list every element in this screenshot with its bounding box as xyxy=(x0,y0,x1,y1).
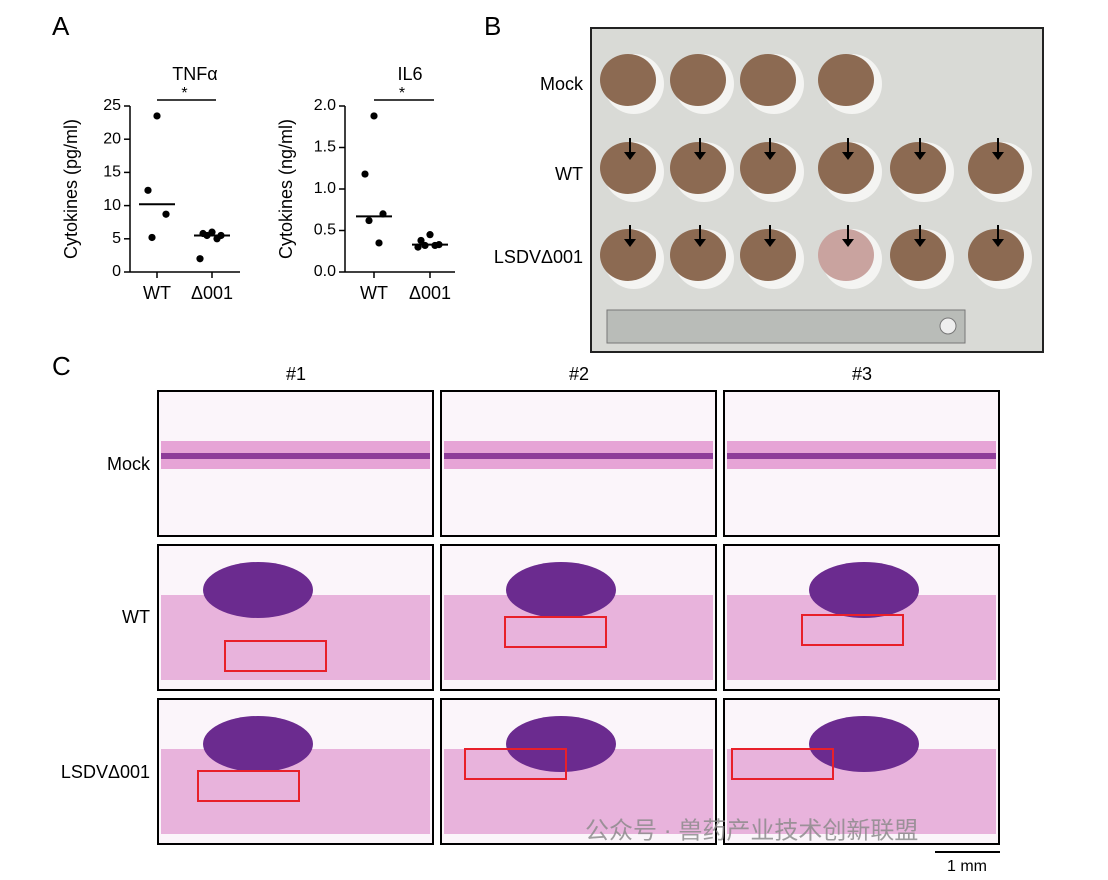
row-label: Mock xyxy=(107,454,151,474)
data-point xyxy=(361,170,369,178)
data-point xyxy=(153,112,161,120)
roi-box xyxy=(197,770,300,802)
x-tick-label: Δ001 xyxy=(191,283,233,303)
arrow-head xyxy=(694,239,706,247)
tissue-sample xyxy=(890,142,946,194)
scale-bar-label: 1 mm xyxy=(947,858,987,875)
data-point xyxy=(144,186,152,194)
row-label: LSDVΔ001 xyxy=(494,247,583,267)
row-label: Mock xyxy=(540,74,584,94)
data-point xyxy=(213,235,221,243)
photo xyxy=(590,27,1044,353)
arrow-head xyxy=(842,152,854,160)
tissue-sample xyxy=(670,229,726,281)
y-tick-label: 0.5 xyxy=(314,222,336,239)
arrow-head xyxy=(914,239,926,247)
y-tick-label: 0 xyxy=(112,263,121,280)
arrow-head xyxy=(992,152,1004,160)
tissue-layer xyxy=(444,453,713,459)
watermark: 公众号 · 兽药产业技术创新联盟 xyxy=(585,817,918,844)
chart-title: IL6 xyxy=(397,64,422,84)
significance-label: * xyxy=(181,85,187,102)
y-tick-label: 15 xyxy=(103,164,121,181)
chart-title: TNFα xyxy=(172,64,217,84)
y-axis-label: Cytokines (pg/ml) xyxy=(61,119,81,259)
arrow-head xyxy=(914,152,926,160)
x-tick-label: WT xyxy=(143,283,171,303)
tissue-sample xyxy=(670,142,726,194)
arrow-head xyxy=(842,239,854,247)
lesion xyxy=(506,562,616,618)
arrow-head xyxy=(624,152,636,160)
row-label: WT xyxy=(122,607,150,627)
tissue-sample xyxy=(818,54,874,106)
significance-label: * xyxy=(399,85,405,102)
y-tick-label: 1.5 xyxy=(314,139,336,156)
x-tick-label: Δ001 xyxy=(409,283,451,303)
data-point xyxy=(148,233,156,242)
roi-box xyxy=(504,616,607,648)
data-point xyxy=(162,210,170,218)
row-label: WT xyxy=(555,164,583,184)
roi-box xyxy=(224,640,327,672)
lesion xyxy=(506,716,616,772)
arrow-head xyxy=(992,239,1004,247)
tissue-sample xyxy=(968,142,1024,194)
tissue-sample xyxy=(600,142,656,194)
data-point xyxy=(365,216,373,225)
data-point xyxy=(196,255,204,263)
lesion xyxy=(203,562,313,618)
arrow-head xyxy=(694,152,706,160)
arrow-head xyxy=(764,152,776,160)
y-tick-label: 10 xyxy=(103,197,121,214)
arrow-head xyxy=(624,239,636,247)
tissue-sample xyxy=(740,229,796,281)
y-tick-label: 0.0 xyxy=(314,263,336,280)
x-tick-label: WT xyxy=(360,283,388,303)
roi-box xyxy=(464,748,567,780)
tissue-layer xyxy=(727,453,996,459)
column-label: #2 xyxy=(569,364,589,384)
histology-grid xyxy=(157,390,1000,845)
panel-label: A xyxy=(52,11,70,41)
y-axis-label: Cytokines (ng/ml) xyxy=(276,119,296,259)
column-label: #3 xyxy=(852,364,872,384)
tissue-sample xyxy=(600,54,656,106)
lesion xyxy=(809,562,919,618)
tissue-sample xyxy=(740,54,796,106)
arrow-head xyxy=(764,239,776,247)
y-tick-label: 2.0 xyxy=(314,97,336,114)
y-tick-label: 5 xyxy=(112,230,121,247)
roi-box xyxy=(801,614,904,646)
tissue-sample xyxy=(968,229,1024,281)
panel-label: C xyxy=(52,351,71,381)
panel-label: B xyxy=(484,11,501,41)
tissue-sample xyxy=(818,229,874,281)
y-tick-label: 25 xyxy=(103,97,121,114)
tissue-layer xyxy=(161,453,430,459)
tissue-sample xyxy=(740,142,796,194)
y-tick-label: 20 xyxy=(103,130,121,147)
column-label: #1 xyxy=(286,364,306,384)
lesion xyxy=(203,716,313,772)
row-label: LSDVΔ001 xyxy=(61,762,150,782)
roi-box xyxy=(731,748,834,780)
data-point xyxy=(375,239,383,247)
data-point xyxy=(417,236,425,245)
tissue-sample xyxy=(670,54,726,106)
y-tick-label: 1.0 xyxy=(314,180,336,197)
lesion xyxy=(809,716,919,772)
tissue-sample xyxy=(890,229,946,281)
tissue-sample xyxy=(600,229,656,281)
data-point xyxy=(370,112,378,120)
tissue-sample xyxy=(818,142,874,194)
data-point xyxy=(426,231,434,239)
